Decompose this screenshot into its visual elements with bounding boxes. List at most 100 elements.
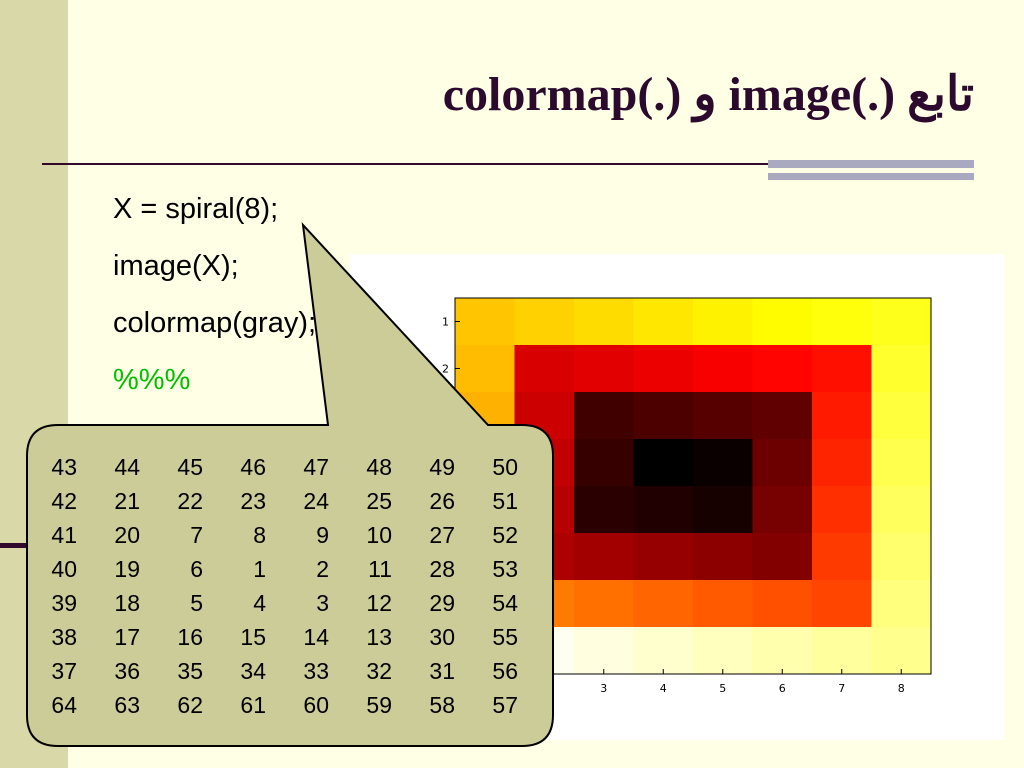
heatmap-cell xyxy=(633,486,694,534)
matrix-row: 38 17 16 15 14 13 30 55 xyxy=(42,620,518,654)
heatmap-cell xyxy=(455,298,515,346)
matrix-cell: 34 xyxy=(240,657,266,684)
matrix-cell: 36 xyxy=(114,657,140,684)
heatmap-cell xyxy=(574,298,634,346)
heatmap-cell xyxy=(871,580,932,628)
matrix-cell: 18 xyxy=(114,589,140,616)
x-tick-label: 4 xyxy=(660,682,667,695)
matrix-cell: 22 xyxy=(177,487,203,514)
matrix-cell: 41 xyxy=(51,521,77,548)
x-tick-label: 3 xyxy=(600,682,607,695)
heatmap-cell xyxy=(752,392,813,440)
heatmap-cell xyxy=(455,345,515,393)
code-line: colormap(gray); xyxy=(113,307,317,339)
matrix-cell: 55 xyxy=(492,623,518,650)
matrix-cell: 47 xyxy=(303,453,329,480)
heatmap-cell xyxy=(693,345,753,393)
heatmap-cell xyxy=(812,345,872,393)
heatmap-cell xyxy=(812,392,872,440)
heatmap-cell xyxy=(812,627,872,675)
heatmap-cell xyxy=(633,580,694,628)
matrix-cell: 42 xyxy=(51,487,77,514)
heatmap-cell xyxy=(752,533,813,581)
heatmap-cell xyxy=(574,533,634,581)
matrix-cell: 31 xyxy=(429,657,455,684)
matrix-cell: 63 xyxy=(114,691,140,718)
matrix-row: 37 36 35 34 33 32 31 56 xyxy=(42,654,518,688)
heatmap-cell xyxy=(752,580,813,628)
heatmap-cell xyxy=(693,486,753,534)
heatmap-cell xyxy=(633,345,694,393)
matrix-cell: 23 xyxy=(240,487,266,514)
heatmap-cell xyxy=(574,486,634,534)
matrix-cell: 46 xyxy=(240,453,266,480)
matrix-cell: 57 xyxy=(492,691,518,718)
matrix-cell: 43 xyxy=(51,453,77,480)
title-divider xyxy=(42,163,974,165)
matrix-cell: 16 xyxy=(177,623,203,650)
heatmap-cell xyxy=(812,533,872,581)
matrix-cell: 33 xyxy=(303,657,329,684)
matrix-cell: 61 xyxy=(240,691,266,718)
matrix-cell: 25 xyxy=(366,487,392,514)
spiral-matrix: 43 44 45 46 47 48 49 50 42 21 22 23 24 25 26 51 41 20 7 8 9 1… xyxy=(42,450,518,722)
matrix-cell: 13 xyxy=(366,623,392,650)
matrix-cell: 26 xyxy=(429,487,455,514)
matrix-cell: 58 xyxy=(429,691,455,718)
matrix-cell: 30 xyxy=(429,623,455,650)
x-tick-label: 7 xyxy=(838,682,845,695)
matrix-cell: 40 xyxy=(51,555,77,582)
matrix-cell: 20 xyxy=(114,521,140,548)
matrix-cell: 37 xyxy=(51,657,77,684)
matrix-cell: 44 xyxy=(114,453,140,480)
heatmap-cell xyxy=(871,439,932,487)
matrix-cell: 28 xyxy=(429,555,455,582)
heatmap-cell xyxy=(752,345,813,393)
heatmap-cell xyxy=(812,486,872,534)
matrix-cell: 1 xyxy=(253,555,266,582)
matrix-cell: 27 xyxy=(429,521,455,548)
matrix-cell: 64 xyxy=(51,691,77,718)
matrix-cell: 24 xyxy=(303,487,329,514)
matrix-cell: 39 xyxy=(51,589,77,616)
heatmap-cell xyxy=(871,533,932,581)
matrix-row: 41 20 7 8 9 10 27 52 xyxy=(42,518,518,552)
decor-stripe-top xyxy=(768,160,974,168)
heatmap-cell xyxy=(633,627,694,675)
matrix-cell: 52 xyxy=(492,521,518,548)
matrix-cell: 49 xyxy=(429,453,455,480)
matrix-cell: 38 xyxy=(51,623,77,650)
matrix-cell: 21 xyxy=(114,487,140,514)
heatmap-cell xyxy=(693,580,753,628)
heatmap-cell xyxy=(633,533,694,581)
heatmap-cell xyxy=(514,298,575,346)
x-tick-label: 8 xyxy=(898,682,905,695)
heatmap-cell xyxy=(574,345,634,393)
heatmap-cell xyxy=(752,439,813,487)
y-tick-label: 1 xyxy=(442,316,449,329)
matrix-cell: 10 xyxy=(366,521,392,548)
heatmap-cell xyxy=(693,392,753,440)
matrix-row: 64 63 62 61 60 59 58 57 xyxy=(42,688,518,722)
matrix-cell: 3 xyxy=(316,589,329,616)
heatmap-cell xyxy=(871,392,932,440)
heatmap-cell xyxy=(693,439,753,487)
matrix-cell: 17 xyxy=(114,623,140,650)
heatmap-cell xyxy=(514,345,575,393)
matrix-cell: 54 xyxy=(492,589,518,616)
heatmap-cell xyxy=(812,439,872,487)
heatmap-cell xyxy=(752,298,813,346)
matrix-cell: 14 xyxy=(303,623,329,650)
matrix-cell: 11 xyxy=(368,555,392,582)
matrix-row: 43 44 45 46 47 48 49 50 xyxy=(42,450,518,484)
matrix-cell: 32 xyxy=(366,657,392,684)
matrix-cell: 51 xyxy=(492,487,518,514)
code-comment-line: %%% xyxy=(113,364,191,396)
heatmap-cell xyxy=(574,580,634,628)
matrix-cell: 56 xyxy=(492,657,518,684)
heatmap-cell xyxy=(871,486,932,534)
matrix-cell: 7 xyxy=(190,521,203,548)
heatmap-cell xyxy=(871,627,932,675)
matrix-cell: 45 xyxy=(177,453,203,480)
